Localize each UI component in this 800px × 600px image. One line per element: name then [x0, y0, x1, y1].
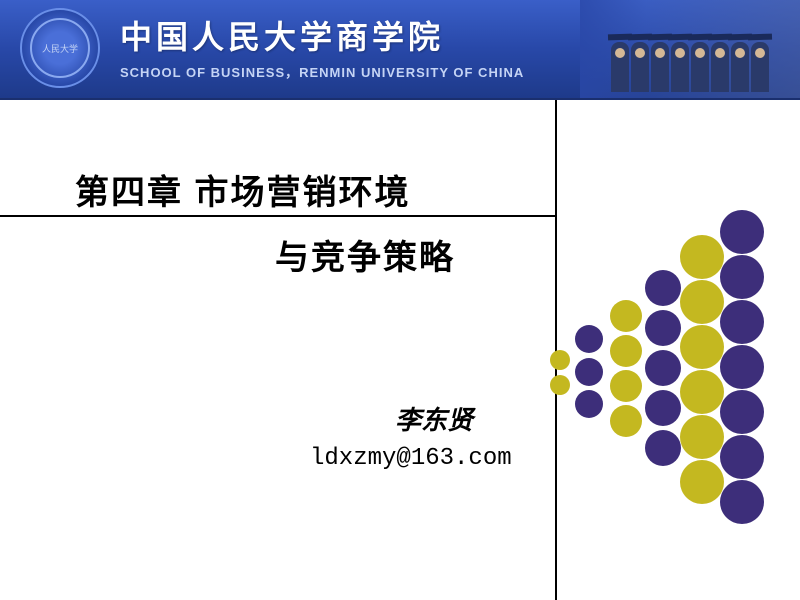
decorative-dot [680, 325, 724, 369]
decorative-dot [680, 415, 724, 459]
university-name-cn: 中国人民大学商学院 [120, 12, 524, 58]
chapter-title-line1: 第四章 市场营销环境 [75, 165, 410, 214]
decorative-dot [680, 370, 724, 414]
decorative-dot [575, 358, 603, 386]
decorative-dot [575, 325, 603, 353]
graduation-photo [580, 0, 800, 100]
decorative-dot [610, 370, 642, 402]
decorative-dots [550, 200, 770, 500]
decorative-dot [610, 300, 642, 332]
university-logo: 人民大学 [20, 8, 100, 88]
decorative-dot [645, 390, 681, 426]
author-name: 李东贤 [395, 400, 473, 437]
header-text-block: 中国人民大学商学院 SCHOOL OF BUSINESS，RENMIN UNIV… [120, 12, 524, 81]
decorative-dot [645, 270, 681, 306]
decorative-dot [720, 480, 764, 524]
decorative-dot [680, 280, 724, 324]
slide-content: 第四章 市场营销环境 与竞争策略 李东贤 ldxzmy@163.com [0, 100, 800, 600]
decorative-dot [550, 350, 570, 370]
decorative-dot [720, 390, 764, 434]
decorative-dot [575, 390, 603, 418]
horizontal-divider [0, 215, 555, 217]
decorative-dot [720, 300, 764, 344]
decorative-dot [645, 430, 681, 466]
decorative-dot [610, 335, 642, 367]
decorative-dot [680, 460, 724, 504]
chapter-title-line2: 与竞争策略 [275, 230, 455, 279]
author-email: ldxzmy@163.com [310, 445, 512, 472]
decorative-dot [720, 435, 764, 479]
decorative-dot [720, 255, 764, 299]
header-banner: 人民大学 中国人民大学商学院 SCHOOL OF BUSINESS，RENMIN… [0, 0, 800, 100]
decorative-dot [680, 235, 724, 279]
decorative-dot [720, 210, 764, 254]
logo-text: 人民大学 [30, 18, 90, 78]
decorative-dot [610, 405, 642, 437]
university-name-en: SCHOOL OF BUSINESS，RENMIN UNIVERSITY OF … [120, 62, 524, 81]
decorative-dot [645, 310, 681, 346]
decorative-dot [645, 350, 681, 386]
decorative-dot [550, 375, 570, 395]
decorative-dot [720, 345, 764, 389]
